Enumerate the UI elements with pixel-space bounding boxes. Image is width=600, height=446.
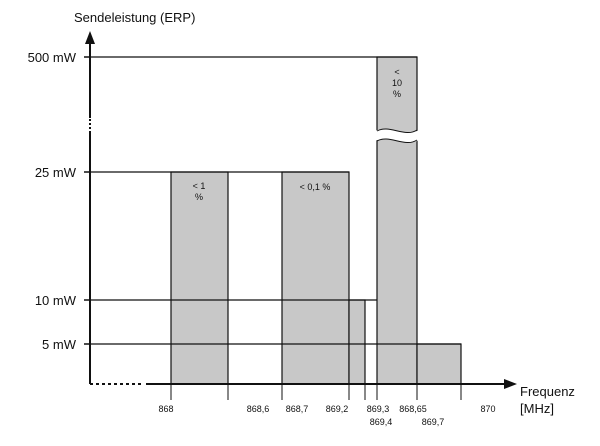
x-tick-label-8: 869,7 [422,417,445,427]
band-label-3-line-0: < [394,67,399,77]
bar-break-line-top [376,128,418,134]
band-label-3-line-2: % [393,89,401,99]
x-tick-label-1: 868,6 [247,404,270,414]
bar-break-line-bottom [376,138,418,144]
x-axis-title-line-2: [MHz] [520,401,554,416]
band-label-1-line-0: < 0,1 % [300,182,331,192]
x-tick-label-5: 868,65 [399,404,427,414]
bars-layer [170,56,462,385]
x-tick-label-6: 870 [480,404,495,414]
band-label-3-line-1: 10 [392,78,402,88]
band-bar-2 [348,299,366,385]
x-tick-label-4: 869,3 [367,404,390,414]
band-bar-1 [281,171,350,385]
band-bar-4 [416,343,462,385]
band-label-0-line-0: < 1 [193,181,206,191]
bar-break-gap [375,128,419,143]
y-label-10mw: 10 mW [35,293,77,308]
x-axis-title-line-1: Frequenz [520,384,575,399]
y-label-5mw: 5 mW [42,337,77,352]
band-bar-0 [170,171,229,385]
band-label-0-line-1: % [195,192,203,202]
y-axis-arrow [85,31,95,44]
y-label-25mw: 25 mW [35,165,77,180]
band-bar-3 [376,56,418,385]
x-axis-arrow [504,379,517,389]
text-layer: Sendeleistung (ERP) Frequenz [MHz] 5 mW 10 m… [28,10,575,427]
x-tick-label-2: 868,7 [286,404,309,414]
y-axis-title: Sendeleistung (ERP) [74,10,195,25]
axes-layer [84,31,517,389]
x-tick-label-7: 869,4 [370,417,393,427]
y-label-500mw: 500 mW [28,50,77,65]
x-tick-label-0: 868 [158,404,173,414]
level-lines-layer [90,56,462,400]
x-tick-label-3: 869,2 [326,404,349,414]
